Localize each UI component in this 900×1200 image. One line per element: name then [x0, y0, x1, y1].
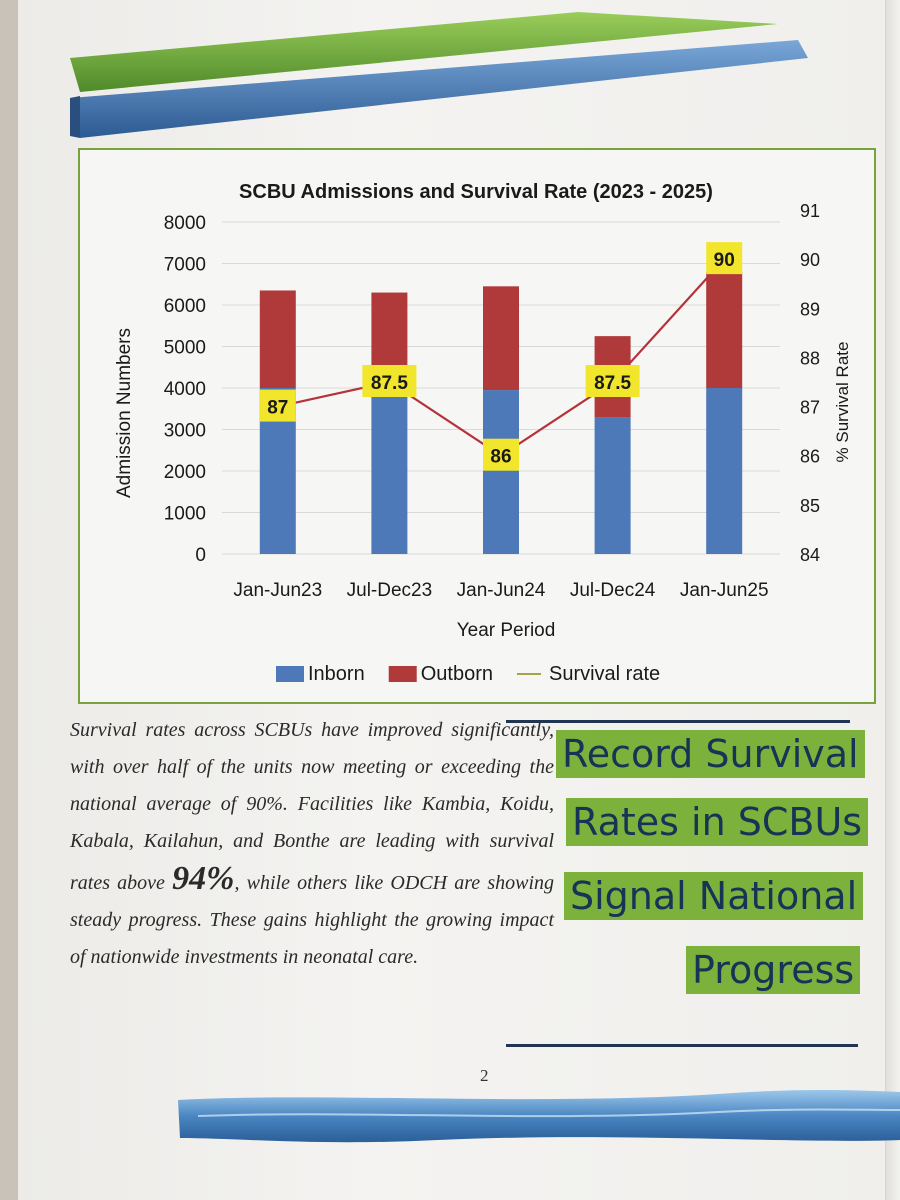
- left-axis-ticks: 0 1000 2000 3000 4000 5000 6000 7000 8000: [164, 213, 206, 566]
- y-right-tick-label: 87: [800, 398, 820, 418]
- x-axis-ticks: Jan-Jun23 Jul-Dec23 Jan-Jun24 Jul-Dec24 Jan-…: [233, 580, 768, 601]
- survival-label-box: [585, 365, 640, 397]
- brochure-page: SCBU Admissions and Survival Rate (2023 …: [18, 0, 900, 1200]
- survival-label-box: [706, 242, 743, 275]
- legend-label: Inborn: [308, 663, 365, 685]
- headline-bottom-rule: [506, 1044, 858, 1047]
- headline-line-1: Record Survival: [556, 730, 865, 778]
- x-tick-label: Jan-Jun24: [457, 580, 546, 601]
- y-tick-label: 7000: [164, 255, 206, 276]
- bar-series: [259, 271, 743, 554]
- bottom-banner: [178, 1090, 900, 1143]
- bar-inborn: [594, 417, 631, 554]
- survival-label-box: [483, 438, 519, 471]
- x-tick-label: Jul-Dec24: [570, 580, 656, 601]
- legend-label: Outborn: [421, 663, 493, 685]
- headline-line-3: Signal National: [564, 872, 864, 920]
- right-axis-ticks: 84 85 86 87 88 89 90 91: [800, 201, 820, 565]
- survival-line-series: 87 87.5 86 87.5 90: [259, 242, 743, 471]
- survival-data-label: 90: [714, 250, 735, 271]
- legend-swatch: [276, 666, 304, 682]
- bar-outborn: [706, 271, 743, 388]
- y-tick-label: 3000: [164, 421, 206, 442]
- chart-legend: Inborn Outborn Survival rate: [276, 663, 660, 685]
- highlight-percentage: 94%: [172, 860, 235, 897]
- headline-line-2: Rates in SCBUs: [566, 798, 869, 846]
- y-tick-label: 5000: [164, 338, 206, 359]
- x-axis-label: Year Period: [457, 620, 556, 641]
- y-tick-label: 2000: [164, 462, 206, 483]
- y-tick-label: 6000: [164, 296, 206, 317]
- page-edge: [885, 0, 900, 1200]
- x-tick-label: Jan-Jun23: [233, 580, 322, 601]
- headline-top-rule: [506, 720, 850, 723]
- y-tick-label: 1000: [164, 504, 206, 525]
- y-tick-label: 4000: [164, 379, 206, 400]
- survival-data-label: 86: [490, 447, 511, 468]
- y-axis-right-label: % Survival Rate: [833, 342, 852, 463]
- chart-title: SCBU Admissions and Survival Rate (2023 …: [239, 181, 713, 203]
- legend-swatch: [388, 666, 417, 682]
- page-number: 2: [480, 1066, 489, 1085]
- survival-data-label: 87.5: [371, 373, 408, 394]
- article-text-part-2: , while others like ODCH are showing ste…: [70, 872, 554, 968]
- legend-label: Survival rate: [549, 663, 660, 685]
- survival-data-label: 87.5: [594, 373, 631, 394]
- admissions-chart: SCBU Admissions and Survival Rate (2023 …: [114, 181, 852, 685]
- blue-banner-stripe: [70, 40, 808, 138]
- x-tick-label: Jul-Dec23: [347, 580, 433, 601]
- y-tick-label: 0: [195, 545, 206, 566]
- y-right-tick-label: 88: [800, 348, 820, 368]
- article-text: Survival rates across SCBUs have improve…: [70, 712, 554, 976]
- bar-outborn: [259, 290, 296, 388]
- chart-panel: SCBU Admissions and Survival Rate (2023 …: [78, 148, 876, 704]
- x-tick-label: Jan-Jun25: [680, 580, 769, 601]
- y-right-tick-label: 86: [800, 447, 820, 467]
- survival-data-label: 87: [267, 398, 288, 419]
- top-banner: [70, 12, 808, 138]
- bar-inborn: [371, 392, 408, 554]
- y-right-tick-label: 90: [800, 250, 820, 270]
- y-tick-label: 8000: [164, 213, 206, 234]
- article-text-part-1: Survival rates across SCBUs have improve…: [70, 719, 554, 894]
- bar-inborn: [706, 388, 743, 554]
- bar-inborn: [483, 390, 519, 554]
- headline-line-4: Progress: [686, 946, 861, 994]
- bar-outborn: [483, 286, 519, 391]
- green-banner-stripe: [70, 12, 778, 92]
- y-right-tick-label: 85: [800, 496, 820, 516]
- survival-label-box: [362, 365, 417, 397]
- y-right-tick-label: 84: [800, 545, 820, 565]
- y-right-tick-label: 91: [800, 201, 820, 221]
- y-axis-label: Admission Numbers: [114, 328, 135, 498]
- survival-label-box: [259, 389, 296, 422]
- y-right-tick-label: 89: [800, 299, 820, 319]
